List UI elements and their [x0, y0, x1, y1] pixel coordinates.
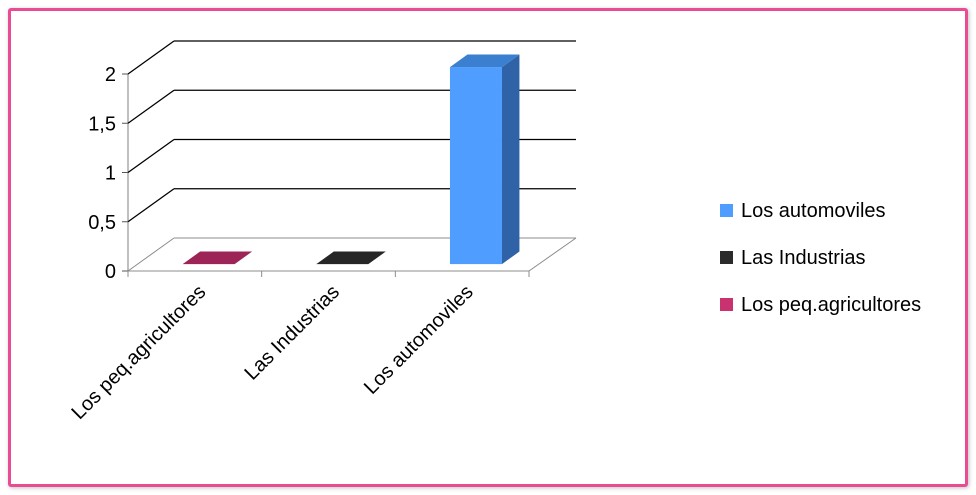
- y-tick-label-2: 1: [105, 163, 116, 185]
- bars: [182, 54, 520, 265]
- legend-swatch-3: [720, 298, 733, 311]
- bar-1: [182, 251, 253, 265]
- category-label-1: Los peq.agricultores: [67, 281, 210, 424]
- legend-label-2: Las Industrias: [741, 247, 866, 269]
- gridline-left-4: [127, 40, 175, 75]
- gridline-left-2: [127, 138, 175, 174]
- category-label-3: Los automoviles: [360, 281, 478, 399]
- y-tick-label-4: 2: [105, 64, 116, 86]
- gridline-left-3: [127, 89, 175, 124]
- category-label-2: Las Industrias: [240, 281, 344, 385]
- category-labels: Los peq.agricultores Las Industrias Los au…: [67, 281, 477, 424]
- legend-label-1: Los automoviles: [741, 200, 886, 222]
- bar-3: [449, 54, 520, 265]
- legend-item-2: Las Industrias: [720, 247, 866, 269]
- bar-side-3: [501, 54, 520, 265]
- floor-edge-0: [127, 237, 175, 272]
- y-tick-label-0: 0: [105, 261, 116, 283]
- y-tick-label-1: 0,5: [88, 212, 116, 234]
- bar-top-2: [316, 251, 386, 265]
- legend-swatch-1: [720, 204, 733, 217]
- y-axis-ticks: 0 0,5 1 1,5 2: [88, 64, 128, 283]
- bar-front-3: [449, 67, 502, 265]
- bar-2: [316, 251, 386, 265]
- legend: Los automoviles Las Industrias Los peq.agr…: [720, 200, 921, 316]
- bar-chart: 0 0,5 1 1,5 2 Los peq.agricultores Las Indust…: [67, 40, 921, 424]
- legend-item-3: Los peq.agricultores: [720, 294, 921, 316]
- legend-item-1: Los automoviles: [720, 200, 886, 222]
- chart-frame: 0 0,5 1 1,5 2 Los peq.agricultores Las Indust…: [8, 8, 968, 487]
- floor-edge-2: [528, 237, 577, 272]
- bar-top-3: [449, 54, 520, 68]
- bar-top-1: [182, 251, 253, 265]
- gridlines: [127, 40, 576, 223]
- legend-label-3: Los peq.agricultores: [741, 294, 921, 316]
- y-tick-label-3: 1,5: [88, 113, 116, 135]
- gridline-left-1: [127, 188, 175, 223]
- legend-swatch-2: [720, 251, 733, 264]
